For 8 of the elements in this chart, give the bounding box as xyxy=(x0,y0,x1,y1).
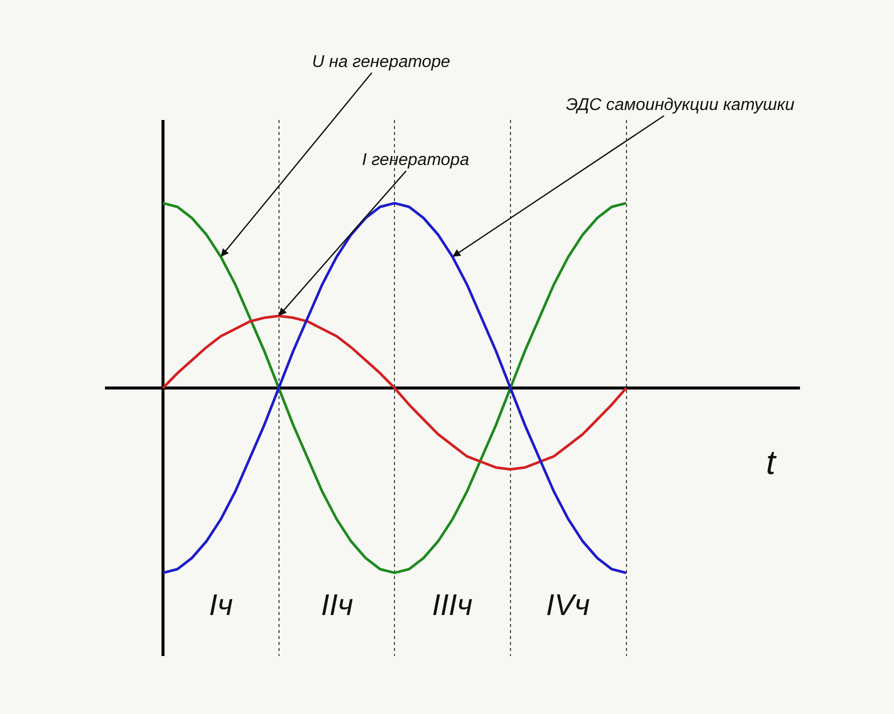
text: IIIч xyxy=(432,589,473,622)
text: IVч xyxy=(546,589,590,622)
text: U на генераторе xyxy=(312,52,450,71)
text: I генератора xyxy=(362,150,470,169)
text: Iч xyxy=(209,589,233,622)
text: ЭДС самоиндукции катушки xyxy=(566,95,796,114)
x-axis-title: t xyxy=(766,444,777,482)
text: IIч xyxy=(321,589,354,622)
